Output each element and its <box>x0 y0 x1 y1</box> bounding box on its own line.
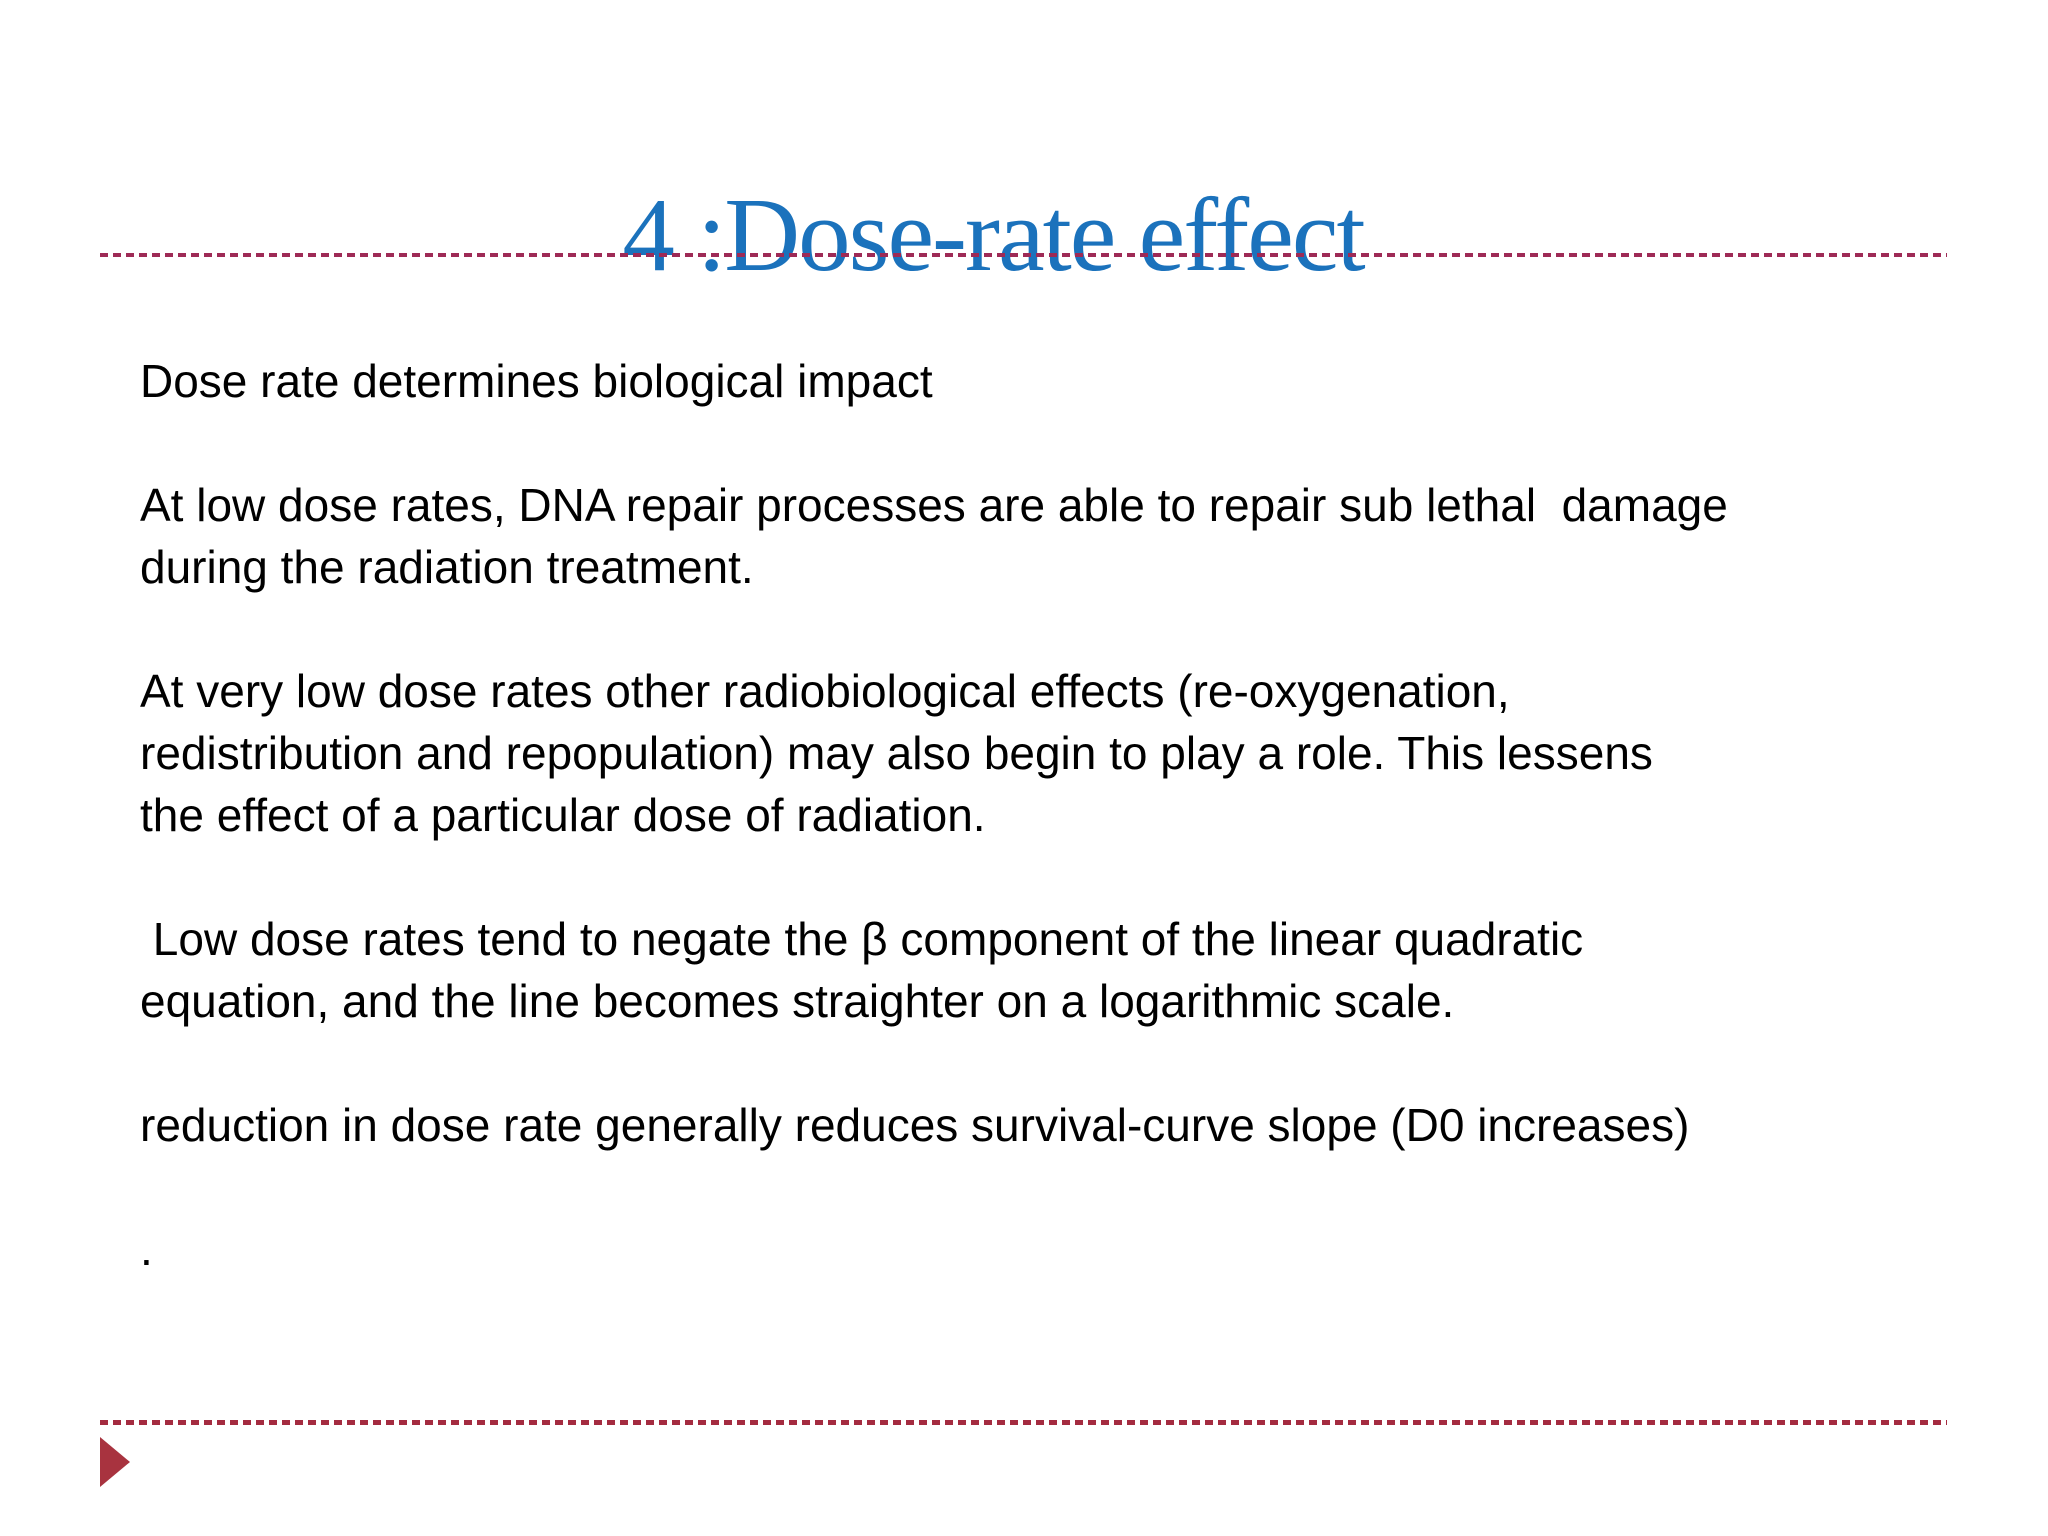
paragraph-dose-rate-impact: Dose rate determines biological impact <box>140 355 933 407</box>
paragraph-beta-component: Low dose rates tend to negate the β comp… <box>140 913 1584 1027</box>
paragraph-low-dose-repair: At low dose rates, DNA repair processes … <box>140 479 1728 593</box>
slide-body: Dose rate determines biological impact A… <box>140 350 1948 1342</box>
slide-title: 4 :Dose-rate effect <box>622 176 1365 294</box>
paragraph-survival-curve-slope: reduction in dose rate generally reduces… <box>140 1099 1690 1151</box>
bottom-dashed-separator <box>100 1420 1947 1425</box>
paragraph-trailing-period: . <box>140 1223 153 1275</box>
paragraph-very-low-dose-effects: At very low dose rates other radiobiolog… <box>140 665 1653 841</box>
right-triangle-icon <box>100 1437 130 1487</box>
top-dashed-separator <box>100 253 1947 257</box>
